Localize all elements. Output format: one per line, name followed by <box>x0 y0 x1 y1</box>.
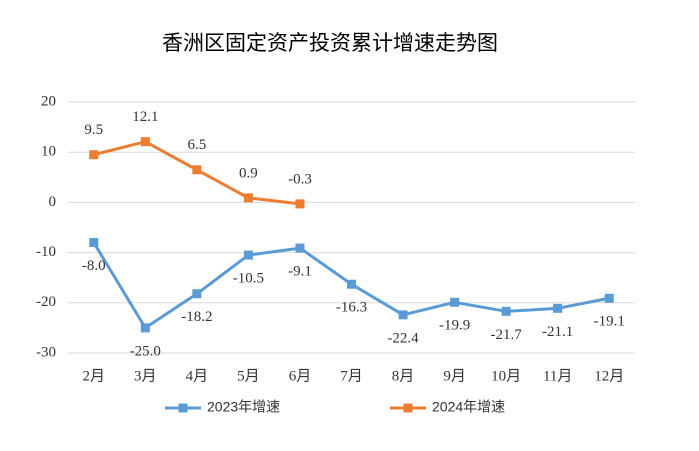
point-marker <box>347 279 356 289</box>
y-tick-label: 0 <box>49 194 57 210</box>
x-tick-label: 10月 <box>491 368 521 384</box>
data-label: -9.1 <box>288 264 312 280</box>
x-tick-label: 8月 <box>392 368 415 384</box>
data-label: -16.3 <box>336 300 367 316</box>
data-label: -8.0 <box>82 258 106 274</box>
point-marker <box>398 310 408 320</box>
x-tick-label: 3月 <box>134 368 157 384</box>
x-tick-label: 7月 <box>340 368 363 384</box>
legend-label: 2024年增速 <box>432 399 505 415</box>
point-marker <box>553 303 563 313</box>
point-marker <box>89 150 99 160</box>
point-marker <box>140 137 150 147</box>
chart-title: 香洲区固定资产投资累计增速走势图 <box>162 31 498 55</box>
data-label: -25.0 <box>130 343 161 359</box>
y-tick-label: -20 <box>36 294 56 310</box>
point-marker <box>501 306 511 316</box>
y-tick-label: -30 <box>36 344 56 360</box>
legend-label: 2023年增速 <box>207 399 280 415</box>
data-label: 12.1 <box>132 109 158 125</box>
y-tick-label: 20 <box>41 93 56 109</box>
point-marker <box>89 238 99 248</box>
data-label: -0.3 <box>288 171 312 187</box>
point-marker <box>140 323 150 333</box>
x-tick-label: 12月 <box>594 368 624 384</box>
point-marker <box>192 289 202 299</box>
data-label: 9.5 <box>84 122 103 138</box>
point-marker <box>604 293 614 303</box>
data-label: -19.1 <box>594 314 625 330</box>
x-tick-label: 2月 <box>83 368 106 384</box>
data-label: 0.9 <box>239 165 258 181</box>
point-marker <box>450 297 460 307</box>
x-tick-label: 9月 <box>443 368 466 384</box>
data-label: -22.4 <box>387 330 419 346</box>
point-marker <box>243 250 253 260</box>
data-label: 6.5 <box>187 137 206 153</box>
data-label: -21.1 <box>542 324 573 340</box>
x-tick-label: 11月 <box>543 368 572 384</box>
legend-marker <box>178 403 188 413</box>
data-label: -19.9 <box>439 318 470 334</box>
point-marker <box>295 199 305 209</box>
x-tick-label: 5月 <box>237 368 260 384</box>
point-marker <box>243 193 253 203</box>
data-label: -18.2 <box>181 309 212 325</box>
y-tick-label: -10 <box>36 244 56 260</box>
x-tick-label: 4月 <box>186 368 209 384</box>
point-marker <box>192 165 202 175</box>
point-marker <box>295 243 305 253</box>
y-tick-label: 10 <box>41 144 56 160</box>
data-label: -21.7 <box>491 327 523 343</box>
x-tick-label: 6月 <box>289 368 312 384</box>
legend-marker <box>403 403 413 413</box>
data-label: -10.5 <box>233 271 264 287</box>
